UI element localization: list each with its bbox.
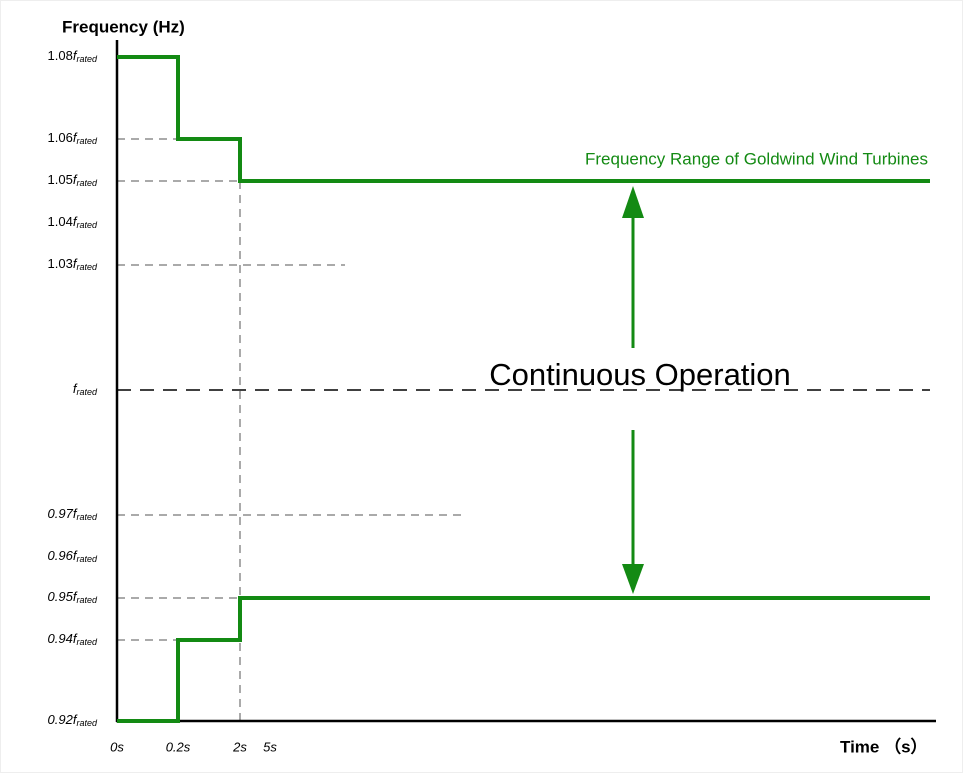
y-label: 1.08frated (48, 48, 98, 64)
y-label-symbol: f (73, 256, 78, 271)
x-labels: 0s 0.2s 2s 5s (110, 739, 277, 754)
arrow-head (622, 564, 644, 594)
y-label: 1.06frated (48, 130, 98, 146)
guide-lines (117, 138, 930, 721)
y-label-coef: 1.04 (48, 214, 73, 229)
y-label-symbol: f (73, 589, 78, 604)
y-label: 1.04frated (48, 214, 98, 230)
x-label: 5s (263, 739, 277, 754)
arrow-head (622, 186, 644, 218)
y-label-subscript: rated (76, 178, 98, 188)
y-label-subscript: rated (76, 220, 98, 230)
lower-limit-line (117, 596, 930, 723)
y-label-symbol: f (73, 172, 78, 187)
y-axis-title: Frequency (Hz) (62, 17, 185, 36)
y-label-coef: 0.95 (48, 589, 74, 604)
y-label: 0.94frated (48, 631, 98, 647)
y-label-symbol: f (73, 631, 78, 646)
y-label-symbol: f (73, 214, 78, 229)
x-label: 0s (110, 739, 124, 754)
y-label-coef: 1.03 (48, 256, 73, 271)
y-label-symbol: f (73, 506, 78, 521)
y-label-subscript: rated (76, 512, 98, 522)
range-label: Frequency Range of Goldwind Wind Turbine… (585, 149, 928, 168)
y-label-coef: 1.08 (48, 48, 73, 63)
y-label: 1.03frated (48, 256, 98, 272)
y-label-subscript: rated (76, 554, 98, 564)
y-label: 0.97frated (48, 506, 98, 522)
y-label-subscript: rated (76, 136, 98, 146)
x-axis-title: Time （s） (840, 736, 928, 756)
y-label-symbol: f (73, 548, 78, 563)
x-label: 0.2s (166, 739, 191, 754)
y-label-coef: 0.96 (48, 548, 74, 563)
y-label-symbol: f (73, 712, 78, 727)
y-label-symbol: f (73, 130, 78, 145)
y-label-coef: 1.06 (48, 130, 73, 145)
arrows (622, 186, 644, 594)
y-label-subscript: rated (76, 54, 98, 64)
y-label-subscript: rated (76, 718, 98, 728)
y-label: 0.95frated (48, 589, 98, 605)
upper-limit-line (117, 55, 930, 183)
y-label-coef: 0.92 (48, 712, 74, 727)
y-label-subscript: rated (76, 637, 98, 647)
y-label-coef: 0.97 (48, 506, 74, 521)
y-label: 0.96frated (48, 548, 98, 564)
x-label: 2s (232, 739, 247, 754)
center-label: Continuous Operation (489, 357, 791, 392)
y-label-subscript: rated (76, 595, 98, 605)
y-label-subscript: rated (76, 387, 98, 397)
y-label: 1.05frated (48, 172, 98, 188)
y-label-coef: 0.94 (48, 631, 73, 646)
y-label-symbol: f (73, 381, 78, 396)
y-labels: 1.08frated1.06frated1.05frated1.04frated… (48, 48, 98, 728)
y-label-symbol: f (73, 48, 78, 63)
y-label-subscript: rated (76, 262, 98, 272)
y-label: frated (73, 381, 98, 397)
y-label-coef: 1.05 (48, 172, 73, 187)
y-label: 0.92frated (48, 712, 98, 728)
